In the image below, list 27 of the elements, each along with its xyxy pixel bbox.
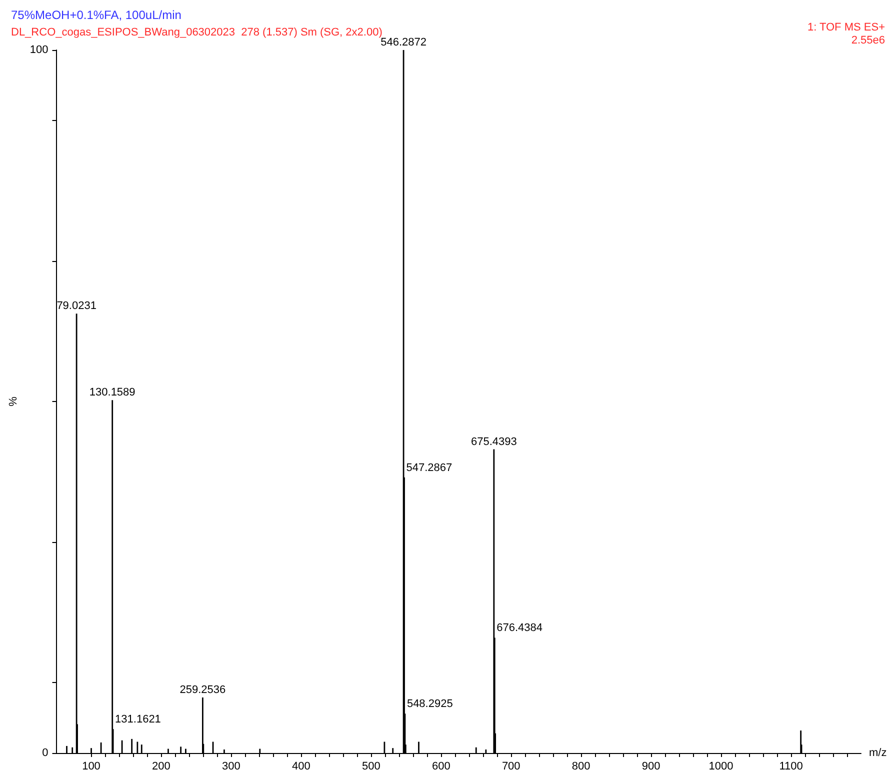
- x-tick-label: 200: [152, 760, 170, 772]
- annotation: 548.2925: [406, 698, 453, 710]
- x-tick-label: 1000: [708, 760, 734, 772]
- x-tick-label: 800: [572, 760, 590, 772]
- y-axis-title: %: [8, 396, 20, 406]
- annotation: 547.2867: [406, 462, 452, 474]
- x-tick-label: 600: [432, 760, 450, 772]
- annotation: 259.2536: [180, 684, 226, 696]
- annotation: 546.2872: [380, 36, 426, 48]
- y-tick-label: 0: [42, 747, 48, 759]
- x-tick-label: 400: [292, 760, 310, 772]
- chart-title: 75%MeOH+0.1%FA, 100uL/min: [11, 8, 182, 22]
- annotation: 675.4393: [470, 436, 517, 448]
- annotation: 130.1589: [89, 386, 136, 399]
- x-tick-label: 300: [222, 760, 240, 772]
- x-tick-label: 1100: [779, 760, 803, 772]
- x-tick-label: 900: [642, 760, 660, 772]
- text: 2.55e6: [851, 34, 885, 46]
- text: 1: TOF MS ES+: [807, 22, 885, 34]
- x-axis-title: m/z: [869, 747, 887, 759]
- x-tick-label: 500: [362, 760, 380, 772]
- x-tick-label: 100: [82, 760, 100, 772]
- annotation: 676.4384: [496, 622, 543, 634]
- annotation: 131.1621: [115, 714, 161, 726]
- annotation: 79.0231: [56, 300, 96, 312]
- chart-subtitle: DL_RCO_cogas_ESIPOS_BWang_06302023 278 (1.537) Sm (SG, 2x2.00): [11, 26, 382, 38]
- x-tick-label: 700: [502, 760, 520, 772]
